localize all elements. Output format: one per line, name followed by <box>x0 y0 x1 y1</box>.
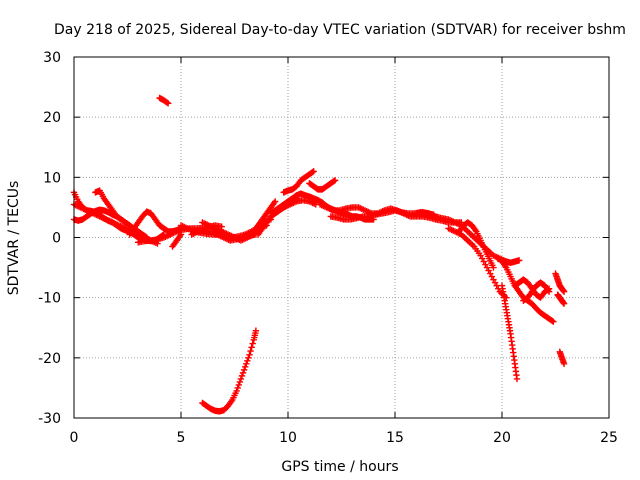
axis-ticks: 0 5 10 15 20 25 -30 -20 -10 0 10 20 30 <box>38 50 618 446</box>
data-point <box>560 288 568 295</box>
series-arc-q <box>306 177 339 193</box>
y-axis-label: SDTVAR / TECUs <box>6 181 22 296</box>
series-arc-n <box>254 198 279 229</box>
data-point <box>545 288 553 295</box>
data-point <box>240 366 248 374</box>
data-point <box>330 177 338 185</box>
data-point <box>235 381 242 389</box>
data-point <box>234 384 241 392</box>
y-tick-label: 10 <box>43 170 61 186</box>
data-point <box>248 344 255 351</box>
data-point <box>243 360 250 368</box>
data-point <box>163 99 171 106</box>
data-point <box>236 378 244 386</box>
series-arc-l <box>199 327 260 415</box>
y-tick-label: -10 <box>38 291 61 307</box>
data-point <box>239 369 247 377</box>
y-tick-label: 30 <box>43 50 61 66</box>
series-arc-x <box>498 282 521 383</box>
data-point <box>515 257 523 264</box>
y-tick-label: 20 <box>43 110 61 126</box>
data-point <box>252 327 260 334</box>
data-point <box>560 360 568 368</box>
data-marks <box>70 94 568 415</box>
data-point <box>271 198 279 205</box>
x-tick-label: 10 <box>279 430 297 446</box>
y-tick-label: -30 <box>38 411 61 427</box>
data-point <box>237 375 245 383</box>
series-arc-w <box>456 219 497 271</box>
x-axis-label: GPS time / hours <box>281 459 398 475</box>
data-point <box>249 340 256 347</box>
x-tick-label: 25 <box>600 430 618 446</box>
data-point <box>513 375 521 383</box>
series-arc-p <box>280 168 317 196</box>
data-point <box>247 347 254 355</box>
series-arc-ac <box>552 270 568 295</box>
data-point <box>550 318 557 325</box>
data-point <box>560 300 568 307</box>
x-tick-label: 20 <box>493 430 511 446</box>
y-tick-label: -20 <box>38 351 61 367</box>
data-point <box>245 354 252 362</box>
series-arc-r <box>274 196 320 214</box>
data-point <box>331 177 339 184</box>
data-point <box>246 351 253 359</box>
x-tick-label: 0 <box>70 430 79 446</box>
y-tick-label: 0 <box>52 231 61 247</box>
series-arc-g <box>156 94 172 107</box>
series-arc-ab <box>520 279 553 304</box>
series-arc-z <box>494 255 523 266</box>
series-arc-v <box>445 225 510 301</box>
data-point <box>490 264 497 271</box>
data-point <box>238 372 246 380</box>
x-tick-label: 5 <box>177 430 186 446</box>
data-point <box>244 357 251 365</box>
series-arc-h <box>169 231 185 250</box>
series-arc-ad <box>554 291 568 307</box>
data-point <box>177 231 185 238</box>
data-point <box>309 168 316 176</box>
chart-title: Day 218 of 2025, Sidereal Day-to-day VTE… <box>54 22 626 38</box>
data-point <box>164 100 172 107</box>
data-point <box>233 387 240 395</box>
data-point <box>310 168 317 175</box>
data-point <box>549 317 556 325</box>
grid <box>74 57 609 418</box>
data-point <box>242 363 249 371</box>
series-arc-ae <box>556 348 568 368</box>
series-arc-d <box>92 187 150 241</box>
x-tick-label: 15 <box>386 430 404 446</box>
